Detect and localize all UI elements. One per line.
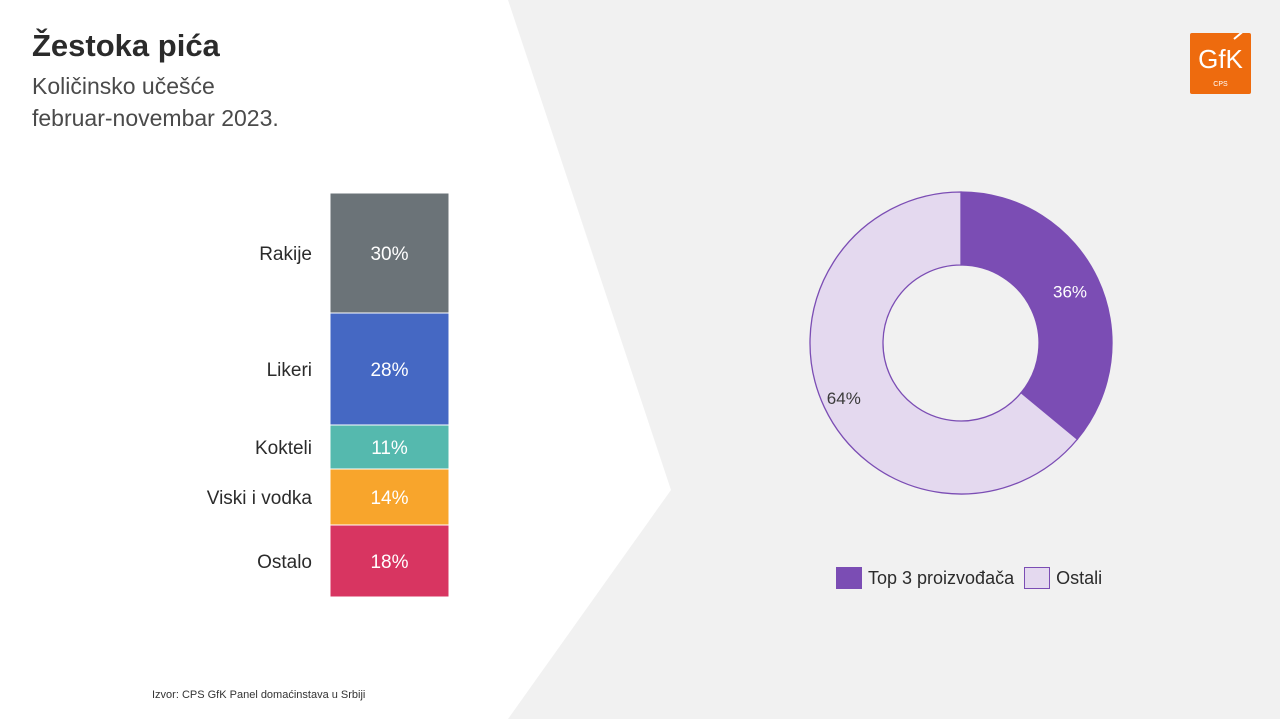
bar-category-label-ostalo: Ostalo [257, 552, 312, 573]
bar-value-label-likeri: 28% [370, 360, 408, 381]
bar-category-label-likeri: Likeri [267, 360, 312, 381]
bar-segment-ostalo [329, 524, 450, 598]
bar-segment-kokteli [329, 424, 450, 470]
page-subtitle: Količinsko učešće februar-novembar 2023. [32, 70, 279, 134]
legend-swatch-ostali [1024, 567, 1051, 589]
legend-item-top3: Top 3 proizvođača [836, 567, 1014, 589]
bar-segment-rakije [329, 192, 450, 314]
bar-segment-viski-i-vodka [329, 468, 450, 526]
subtitle-line-2: februar-novembar 2023. [32, 105, 279, 131]
legend-label-top3: Top 3 proizvođača [868, 567, 1015, 588]
bar-value-label-kokteli: 11% [371, 438, 408, 459]
background-arrow-panel [508, 0, 1280, 719]
donut-value-label-ostali: 64% [827, 389, 861, 408]
donut-slice-top-3-proizvo-aca [960, 191, 1113, 441]
donut-value-label-top-3-proizvo-aca: 36% [1053, 283, 1087, 302]
source-note: Izvor: CPS GfK Panel domaćinstava u Srbi… [152, 689, 366, 701]
logo-text: GfK [1198, 44, 1243, 74]
donut-legend: Top 3 proizvođača Ostali [836, 567, 1112, 589]
bar-category-label-rakije: Rakije [259, 244, 312, 265]
bar-category-label-viski-i-vodka: Viski i vodka [207, 488, 313, 509]
bar-category-label-kokteli: Kokteli [255, 438, 312, 459]
bar-value-label-viski-i-vodka: 14% [370, 488, 408, 509]
gfk-logo: GfK CPS [1190, 33, 1251, 94]
logo-sub: CPS [1213, 81, 1228, 88]
logo-background [1190, 33, 1251, 94]
bar-value-label-ostalo: 18% [370, 552, 408, 573]
legend-item-ostali: Ostali [1024, 567, 1102, 589]
bar-value-label-rakije: 30% [370, 244, 408, 265]
legend-label-ostali: Ostali [1056, 567, 1103, 588]
subtitle-line-1: Količinsko učešće [32, 73, 215, 99]
page-title: Žestoka pića [32, 28, 220, 63]
legend-swatch-top3 [836, 567, 862, 589]
donut-slice-ostali [809, 191, 1079, 495]
bar-segment-likeri [329, 312, 450, 426]
